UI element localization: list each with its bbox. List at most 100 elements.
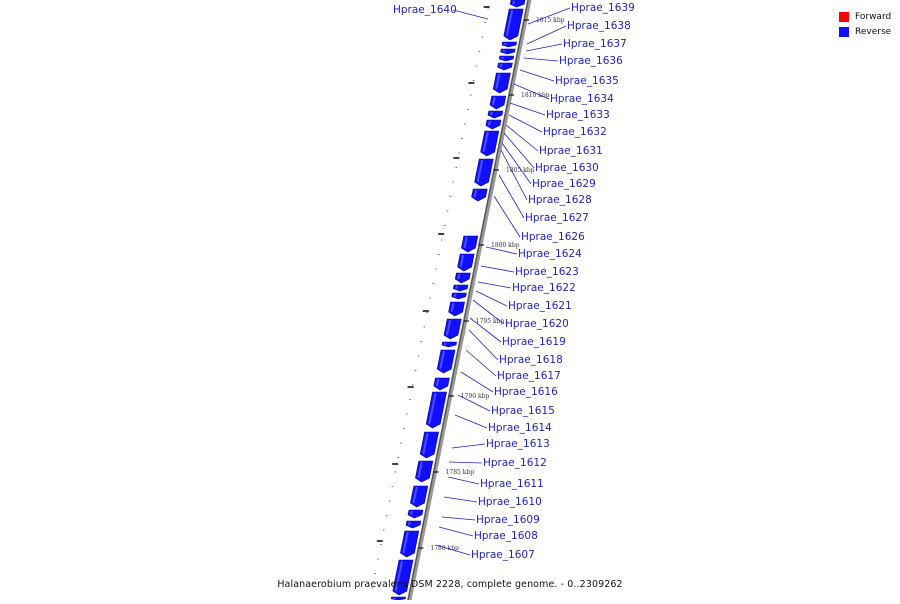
gene-label: Hprae_1638 [567, 20, 631, 32]
gene-leader-line [455, 415, 487, 428]
gene-leader-line [469, 330, 498, 360]
gene-leader-line [527, 26, 566, 44]
gene-leader-line [444, 497, 477, 502]
kbp-tick-label: 1780 kbp [430, 545, 459, 552]
gene-highlight [501, 64, 502, 67]
legend-item-reverse: Reverse [839, 24, 891, 39]
gene-highlight [455, 294, 456, 297]
gene-highlight [502, 57, 503, 59]
gene-label: Hprae_1608 [474, 530, 538, 542]
gene-block [410, 486, 427, 507]
gene-block [420, 432, 438, 458]
gene-label: Hprae_1619 [502, 336, 566, 348]
gene-label: Hprae_1623 [515, 266, 579, 278]
kbp-tick-label: 1815 kbp [536, 17, 565, 24]
gene-label: Hprae_1618 [499, 354, 563, 366]
legend-label-reverse: Reverse [855, 27, 891, 37]
gene-leader-line [461, 372, 493, 392]
gene-leader-line [448, 477, 479, 484]
gene-leader-line [520, 70, 554, 81]
gene-highlight [445, 343, 446, 345]
gene-block [444, 319, 461, 339]
gene-highlight [513, 1, 514, 4]
gene-label: Hprae_1607 [471, 549, 535, 561]
gene-highlight [409, 522, 410, 525]
gene-highlight [411, 511, 412, 515]
gene-leader-line [499, 175, 524, 218]
gene-label: Hprae_1613 [486, 438, 550, 450]
gene-label: Hprae_1636 [559, 55, 623, 67]
gene-label: Hprae_1614 [488, 422, 552, 434]
gene-block [415, 461, 432, 482]
gene-leader-line [526, 44, 562, 51]
gene-leader-line [466, 350, 496, 376]
forward-swatch [839, 12, 849, 22]
gene-block [437, 350, 455, 373]
gene-highlight [458, 274, 459, 279]
gene-leader-line [442, 517, 475, 520]
gene-leader-line [510, 103, 545, 115]
gene-leader-line [439, 527, 473, 536]
gene-block [449, 302, 465, 316]
gene-block [472, 189, 488, 201]
gene-label: Hprae_1632 [543, 126, 607, 138]
gene-label: Hprae_1631 [539, 145, 603, 157]
legend-label-forward: Forward [855, 12, 891, 22]
gene-leader-line [481, 266, 514, 272]
gene-label: Hprae_1637 [563, 38, 627, 50]
gene-label: Hprae_1633 [546, 109, 610, 121]
gene-leader-line [478, 282, 511, 288]
gene-leader-line [453, 10, 488, 19]
gene-label: Hprae_1622 [512, 282, 576, 294]
kbp-tick-label: 1800 kbp [491, 242, 520, 249]
gene-highlight [456, 286, 457, 289]
gene-leader-line [504, 133, 534, 168]
gene-label: Hprae_1612 [483, 457, 547, 469]
gene-leader-line [494, 196, 520, 237]
legend: Forward Reverse [839, 9, 891, 39]
gene-label: Hprae_1626 [521, 231, 585, 243]
gene-label: Hprae_1629 [532, 178, 596, 190]
gene-label: Hprae_1627 [525, 212, 589, 224]
gene-label: Hprae_1617 [497, 370, 561, 382]
reverse-swatch [839, 27, 849, 37]
gene-label: Hprae_1610 [478, 496, 542, 508]
gene-block [400, 531, 418, 557]
gene-label: Hprae_1635 [555, 75, 619, 87]
gene-block [481, 131, 499, 156]
gene-label: Hprae_1620 [505, 318, 569, 330]
gene-leader-line [476, 291, 507, 306]
gene-highlight [489, 121, 490, 125]
gene-leader-line [509, 115, 542, 132]
gene-block [461, 236, 477, 252]
gene-label: Hprae_1628 [528, 194, 592, 206]
genome-caption: Halanaerobium praevalens DSM 2228, compl… [0, 579, 900, 590]
gene-label: Hprae_1640 [393, 4, 457, 16]
gene-block [493, 73, 510, 93]
gene-leader-line [449, 462, 482, 463]
gene-leader-line [502, 143, 531, 184]
gene-highlight [504, 50, 505, 52]
gene-label: Hprae_1639 [571, 2, 635, 14]
legend-item-forward: Forward [839, 9, 891, 24]
kbp-tick-label: 1785 kbp [446, 469, 475, 476]
gene-label: Hprae_1621 [508, 300, 572, 312]
gene-leader-line [501, 150, 527, 200]
gene-label: Hprae_1616 [494, 386, 558, 398]
gene-leader-line [506, 125, 538, 151]
gene-label: Hprae_1609 [476, 514, 540, 526]
gene-label: Hprae_1630 [535, 162, 599, 174]
gene-block [434, 378, 450, 390]
gene-highlight [491, 112, 492, 115]
gene-block [490, 96, 506, 109]
gene-highlight [505, 43, 506, 45]
gene-label: Hprae_1615 [491, 405, 555, 417]
gene-label: Hprae_1624 [518, 248, 582, 260]
gene-label: Hprae_1611 [480, 478, 544, 490]
gene-block [458, 254, 475, 271]
gene-leader-line [452, 444, 485, 448]
gene-label: Hprae_1634 [550, 93, 614, 105]
gene-leader-line [524, 58, 558, 61]
